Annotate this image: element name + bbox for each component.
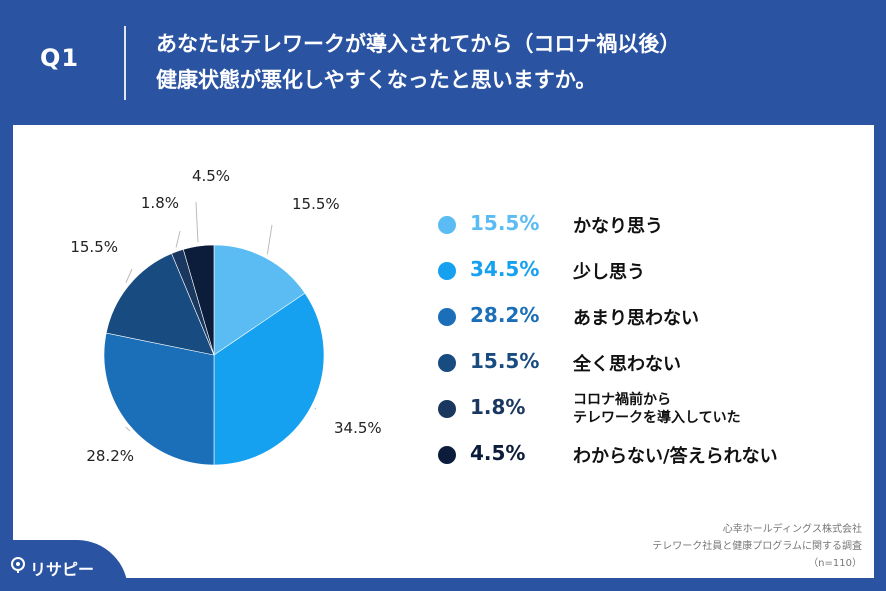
data-label-4: 15.5% — [70, 238, 118, 256]
source-line-2: テレワーク社員と健康プログラムに関する調査 — [652, 541, 862, 552]
question-line-1: あなたはテレワークが導入されてから（コロナ禍以後） — [156, 32, 681, 56]
leader-line-6 — [195, 201, 199, 243]
pie-slice-1 — [213, 244, 306, 356]
legend-item-2: 34.5% 少し思う — [438, 251, 858, 291]
question-text: あなたはテレワークが導入されてから（コロナ禍以後） 健康状態が悪化しやすくなった… — [156, 26, 680, 98]
leader-line-5 — [175, 230, 181, 248]
pie-slice-6 — [182, 244, 215, 356]
question-line-2: 健康状態が悪化しやすくなったと思いますか。 — [156, 68, 597, 92]
legend-label-6: わからない/答えられない — [573, 446, 778, 467]
legend-label-3: あまり思わない — [573, 308, 699, 329]
legend-dot-2 — [438, 262, 456, 280]
legend-item-5: 1.8% コロナ禍前から テレワークを導入していた — [438, 389, 858, 429]
header: Q1 あなたはテレワークが導入されてから（コロナ禍以後） 健康状態が悪化しやすく… — [0, 0, 886, 124]
legend-pct-2: 34.5% — [470, 257, 540, 281]
legend-pct-4: 15.5% — [470, 349, 540, 373]
pie-slice-3 — [103, 332, 215, 466]
leader-line-4 — [125, 268, 133, 283]
chart-panel: 15.5% 34.5% 28.2% 15.5% 1.8% 4.5% 15.5% かなり思う… — [13, 125, 874, 578]
source-note: 心幸ホールディングス株式会社 テレワーク社員と健康プログラムに関する調査 （n=… — [652, 521, 862, 572]
legend-item-6: 4.5% わからない/答えられない — [438, 435, 858, 475]
legend-dot-1 — [438, 216, 456, 234]
legend-dot-6 — [438, 446, 456, 464]
question-number: Q1 — [40, 44, 80, 72]
legend-item-1: 15.5% かなり思う — [438, 205, 858, 245]
data-label-2: 34.5% — [334, 419, 382, 437]
logo-text: リサピー — [30, 560, 95, 579]
leader-line-3 — [125, 426, 131, 432]
legend-label-5: コロナ禍前から テレワークを導入していた — [573, 391, 741, 427]
legend-item-4: 15.5% 全く思わない — [438, 343, 858, 383]
source-line-3: （n=110） — [808, 558, 862, 569]
legend-pct-5: 1.8% — [470, 395, 526, 419]
legend-dot-5 — [438, 400, 456, 418]
data-label-3: 28.2% — [86, 447, 134, 465]
legend-label-4: 全く思わない — [573, 354, 681, 375]
pie-slice-4 — [105, 253, 215, 356]
legend-label-5-line-2: テレワークを導入していた — [573, 410, 741, 426]
data-label-1: 15.5% — [292, 195, 340, 213]
legend-label-2: 少し思う — [573, 262, 645, 283]
leader-line-2 — [314, 407, 317, 410]
legend-label-5-line-1: コロナ禍前から — [573, 392, 671, 408]
legend-dot-3 — [438, 308, 456, 326]
source-line-1: 心幸ホールディングス株式会社 — [722, 524, 862, 535]
legend-item-3: 28.2% あまり思わない — [438, 297, 858, 337]
pie-chart: 15.5% 34.5% 28.2% 15.5% 1.8% 4.5% — [70, 167, 382, 466]
legend-pct-6: 4.5% — [470, 441, 526, 465]
pin-icon — [11, 557, 25, 573]
header-divider — [124, 26, 126, 100]
legend-dot-4 — [438, 354, 456, 372]
legend-label-1: かなり思う — [573, 216, 663, 237]
legend-pct-3: 28.2% — [470, 303, 540, 327]
legend-pct-1: 15.5% — [470, 211, 540, 235]
leader-line-1 — [266, 224, 273, 255]
pie-slice-2 — [213, 292, 325, 466]
data-label-6: 4.5% — [192, 167, 230, 185]
data-label-5: 1.8% — [141, 194, 179, 212]
